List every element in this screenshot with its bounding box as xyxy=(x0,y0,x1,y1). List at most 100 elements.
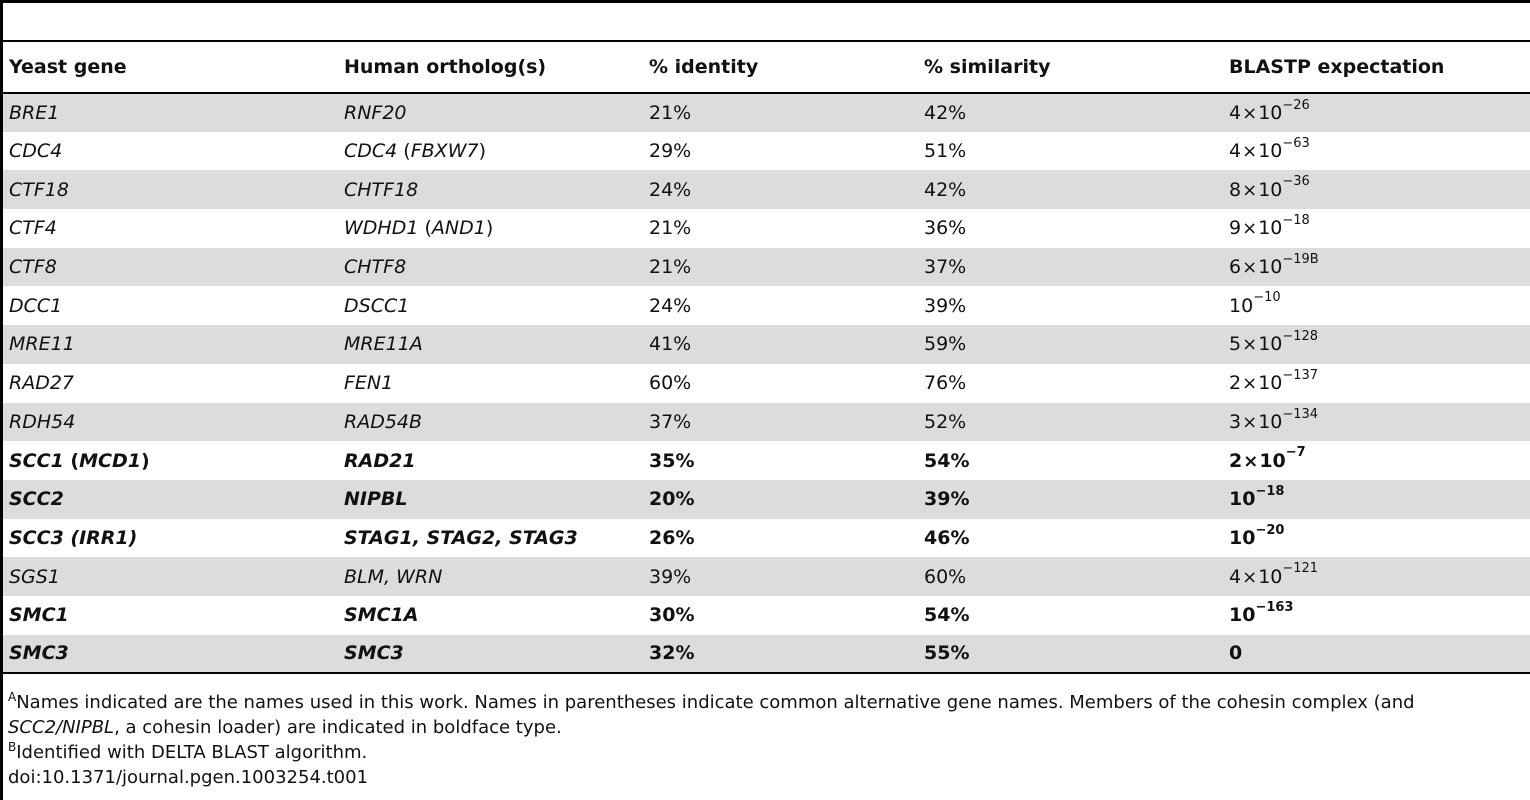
cell-identity: 24% xyxy=(649,178,692,201)
blastp-exponent: −121 xyxy=(1282,561,1319,577)
blastp-base: 10 xyxy=(1229,526,1256,549)
cell-similarity: 51% xyxy=(924,140,967,163)
cell-blastp: 3×10−134 xyxy=(1223,403,1530,442)
table-row: SMC3 SMC3 32% 55% 0 xyxy=(3,634,1530,674)
table-row: SCC3 (IRR1) STAG1, STAG2, STAG3 26% 46% 10−2… xyxy=(3,519,1530,558)
yeast-gene-name: SMC3 xyxy=(9,642,69,665)
blastp-base: 10 xyxy=(1229,294,1254,317)
times-sign: × xyxy=(1242,566,1258,588)
human-ortholog-part: CHTF8 xyxy=(344,256,407,279)
cell-human-ortholog: DSCC1 xyxy=(338,286,643,325)
blastp-exponent: −10 xyxy=(1253,290,1281,306)
blastp-exponent: −163 xyxy=(1255,599,1294,615)
table-row: CTF4 WDHD1 (AND1) 21% 36% 9×10−18 xyxy=(3,209,1530,248)
yeast-gene-name: CDC4 xyxy=(9,140,63,163)
cell-yeast-gene: BRE1 xyxy=(3,93,338,132)
top-rule xyxy=(0,0,1530,3)
times-sign: × xyxy=(1242,218,1258,240)
human-ortholog-part: STAG1, STAG2, STAG3 xyxy=(344,526,578,549)
cell-similarity: 55% xyxy=(924,642,970,665)
cell-blastp: 6×10−19B xyxy=(1223,248,1530,287)
times-sign: × xyxy=(1242,102,1258,124)
human-ortholog-part: ) xyxy=(478,140,486,163)
blastp-exponent: −63 xyxy=(1282,135,1310,151)
yeast-gene-part: ) xyxy=(140,449,150,472)
cell-human-ortholog: CHTF8 xyxy=(338,248,643,287)
cell-yeast-gene: SGS1 xyxy=(3,557,338,596)
human-ortholog-part: RAD21 xyxy=(344,449,416,472)
cell-blastp: 9×10−18 xyxy=(1223,209,1530,248)
cell-identity: 37% xyxy=(649,410,692,433)
cell-similarity: 42% xyxy=(924,101,967,124)
table-row: SCC1 (MCD1) RAD21 35% 54% 2×10−7 xyxy=(3,441,1530,480)
cell-yeast-gene: SCC3 (IRR1) xyxy=(3,519,338,558)
cell-identity: 39% xyxy=(649,565,692,588)
cell-identity: 41% xyxy=(649,333,692,356)
human-ortholog-part: SMC3 xyxy=(344,642,404,665)
cell-blastp: 2×10−7 xyxy=(1223,441,1530,480)
cell-blastp: 4×10−63 xyxy=(1223,132,1530,171)
cell-human-ortholog: RAD21 xyxy=(338,441,643,480)
cell-yeast-gene: DCC1 xyxy=(3,286,338,325)
cell-blastp: 4×10−26 xyxy=(1223,93,1530,132)
blastp-base: 10 xyxy=(1258,410,1283,433)
cell-similarity: 52% xyxy=(924,410,967,433)
cell-similarity: 76% xyxy=(924,372,967,395)
cell-human-ortholog: BLM, WRN xyxy=(338,557,643,596)
yeast-gene-part: ( xyxy=(63,449,80,472)
ortholog-table: Yeast gene Human ortholog(s) % identity … xyxy=(3,40,1530,674)
cell-human-ortholog: SMC3 xyxy=(338,635,643,674)
cell-identity: 24% xyxy=(649,294,692,317)
cell-similarity: 60% xyxy=(924,565,967,588)
cell-similarity: 37% xyxy=(924,256,967,279)
cell-blastp: 0 xyxy=(1229,642,1243,665)
cell-human-ortholog: MRE11A xyxy=(338,325,643,364)
times-sign: × xyxy=(1243,450,1259,472)
human-ortholog-part: NIPBL xyxy=(344,488,408,511)
yeast-gene-name: CTF8 xyxy=(9,256,57,279)
footnote-b-mark: B xyxy=(8,740,17,754)
table-row: SMC1 SMC1A 30% 54% 10−163 xyxy=(3,596,1530,635)
cell-blastp: 10−10 xyxy=(1223,286,1530,325)
blastp-mantissa: 3 xyxy=(1229,410,1242,433)
blastp-base: 10 xyxy=(1258,256,1283,279)
footnote-b: BIdentified with DELTA BLAST algorithm. xyxy=(8,740,1523,765)
table-row: DCC1 DSCC1 24% 39% 10−10 xyxy=(3,286,1530,325)
header-identity: % identity xyxy=(649,56,759,78)
cell-identity: 21% xyxy=(649,256,692,279)
times-sign: × xyxy=(1242,411,1258,433)
blastp-mantissa: 6 xyxy=(1229,256,1242,279)
table-row: BRE1 RNF20 21% 42% 4×10−26 xyxy=(3,93,1530,132)
cell-human-ortholog: WDHD1 (AND1) xyxy=(338,209,643,248)
yeast-gene-name: CTF18 xyxy=(9,178,69,201)
cell-identity: 21% xyxy=(649,217,692,240)
cell-identity: 32% xyxy=(649,642,695,665)
times-sign: × xyxy=(1242,257,1258,279)
footnote-a-text-2: , a cohesin loader) are indicated in bol… xyxy=(114,717,562,738)
times-sign: × xyxy=(1242,179,1258,201)
cell-similarity: 39% xyxy=(924,294,967,317)
blastp-exponent: −7 xyxy=(1285,445,1306,461)
blastp-exponent: −26 xyxy=(1282,97,1310,113)
blastp-exponent: −128 xyxy=(1282,329,1319,345)
cell-identity: 20% xyxy=(649,488,695,511)
human-ortholog-part: FEN1 xyxy=(344,372,394,395)
footnote-b-text: Identified with DELTA BLAST algorithm. xyxy=(16,742,368,763)
table-row: SGS1 BLM, WRN 39% 60% 4×10−121 xyxy=(3,557,1530,596)
left-rule xyxy=(0,0,3,800)
cell-yeast-gene: MRE11 xyxy=(3,325,338,364)
cell-yeast-gene: CTF8 xyxy=(3,248,338,287)
yeast-gene-part: MCD1 xyxy=(79,449,141,472)
cell-blastp: 2×10−137 xyxy=(1223,364,1530,403)
cell-similarity: 39% xyxy=(924,488,970,511)
cell-yeast-gene: SCC1 (MCD1) xyxy=(3,441,338,480)
cell-similarity: 36% xyxy=(924,217,967,240)
cell-blastp: 10−20 xyxy=(1223,519,1530,558)
cell-yeast-gene: CTF4 xyxy=(3,209,338,248)
cell-human-ortholog: RAD54B xyxy=(338,403,643,442)
blastp-exponent: −20 xyxy=(1255,522,1285,538)
blastp-exponent: −36 xyxy=(1282,174,1310,190)
human-ortholog-part: ( xyxy=(397,140,411,163)
yeast-gene-name: SCC3 (IRR1) xyxy=(9,526,138,549)
